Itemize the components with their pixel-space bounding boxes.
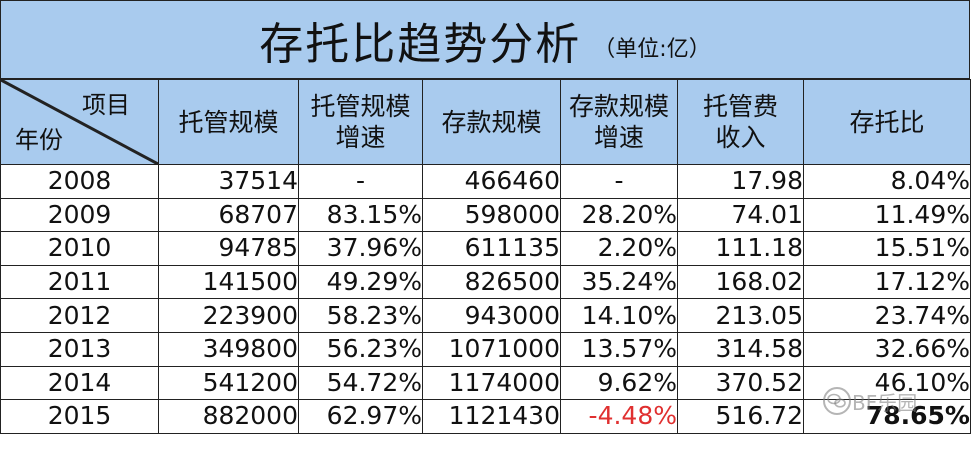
fee-cell: 213.05 xyxy=(677,298,804,333)
header-line: 存托比 xyxy=(849,107,925,137)
custody-cell: 141500 xyxy=(158,264,299,300)
year-cell: 2009 xyxy=(0,197,159,233)
year-cell: 2008 xyxy=(0,164,159,199)
table-row: 2010 94785 37.96% 611135 2.20% 111.18 15… xyxy=(0,231,971,266)
fee-cell: 370.52 xyxy=(677,365,804,401)
deposit-cell: 466460 xyxy=(422,164,561,199)
page-title: 存托比趋势分析 xyxy=(259,18,582,70)
custody-growth-cell: - xyxy=(298,164,423,199)
year-cell: 2012 xyxy=(0,298,159,333)
ratio-cell: 15.51% xyxy=(803,231,971,266)
fee-cell: 74.01 xyxy=(677,197,804,233)
header-line: 收入 xyxy=(715,123,766,152)
deposit-growth-cell: 14.10% xyxy=(560,298,678,333)
deposit-growth-cell: 13.57% xyxy=(560,331,678,367)
custody-cell: 68707 xyxy=(158,197,299,233)
deposit-cell: 1121430 xyxy=(422,399,561,434)
deposit-growth-cell: 2.20% xyxy=(560,231,678,266)
table-row: 2012 223900 58.23% 943000 14.10% 213.05 … xyxy=(0,298,971,333)
deposit-cell: 826500 xyxy=(422,264,561,300)
corner-label-item: 项目 xyxy=(82,91,130,119)
custody-growth-cell: 83.15% xyxy=(298,197,423,233)
unit-label: （单位:亿） xyxy=(593,36,711,62)
deposit-cell: 1174000 xyxy=(422,365,561,401)
fee-cell: 314.58 xyxy=(677,331,804,367)
wechat-logo-icon xyxy=(823,387,851,415)
header-line: 存款规模 xyxy=(441,107,542,137)
deposit-cell: 611135 xyxy=(422,231,561,266)
deposit-cell: 1071000 xyxy=(422,331,561,367)
data-table: 项目 年份 托管规模 托管规模 增速 存款规模 存款规模 增速 托管费 收入 存托比 … xyxy=(0,79,971,434)
table-row: 2013 349800 56.23% 1071000 13.57% 314.58… xyxy=(0,331,971,367)
year-cell: 2011 xyxy=(0,264,159,300)
header-fee: 托管费 收入 xyxy=(677,79,804,165)
ratio-cell: 23.74% xyxy=(803,298,971,333)
ratio-cell: 78.65% xyxy=(803,399,971,434)
fee-cell: 17.98 xyxy=(677,164,804,199)
deposit-growth-cell: 9.62% xyxy=(560,365,678,401)
custody-growth-cell: 58.23% xyxy=(298,298,423,333)
deposit-cell: 598000 xyxy=(422,197,561,233)
year-cell: 2014 xyxy=(0,365,159,401)
table-row: 2008 37514 - 466460 - 17.98 8.04% xyxy=(0,164,971,199)
ratio-cell: 8.04% xyxy=(803,164,971,199)
fee-cell: 168.02 xyxy=(677,264,804,300)
year-cell: 2010 xyxy=(0,231,159,266)
ratio-cell: 32.66% xyxy=(803,331,971,367)
custody-cell: 37514 xyxy=(158,164,299,199)
custody-growth-cell: 54.72% xyxy=(298,365,423,401)
watermark: BF乐园 xyxy=(822,384,942,418)
custody-cell: 541200 xyxy=(158,365,299,401)
table-row: 2011 141500 49.29% 826500 35.24% 168.02 … xyxy=(0,264,971,300)
diagonal-divider xyxy=(1,80,158,164)
year-cell: 2015 xyxy=(0,399,159,434)
header-line: 托管规模 xyxy=(310,92,411,121)
custody-cell: 223900 xyxy=(158,298,299,333)
header-line: 增速 xyxy=(593,123,644,152)
title-bar: 存托比趋势分析 （单位:亿） xyxy=(0,0,970,79)
header-line: 增速 xyxy=(335,123,386,152)
custody-growth-cell: 62.97% xyxy=(298,399,423,434)
header-row: 项目 年份 托管规模 托管规模 增速 存款规模 存款规模 增速 托管费 收入 存托比 xyxy=(0,79,971,165)
header-deposit-growth: 存款规模 增速 xyxy=(560,79,678,165)
header-line: 存款规模 xyxy=(568,92,669,121)
fee-cell: 516.72 xyxy=(677,399,804,434)
deposit-growth-cell: 35.24% xyxy=(560,264,678,300)
ratio-cell: 17.12% xyxy=(803,264,971,300)
deposit-cell: 943000 xyxy=(422,298,561,333)
header-custody: 托管规模 xyxy=(158,79,299,165)
header-ratio: 存托比 xyxy=(803,79,971,165)
year-cell: 2013 xyxy=(0,331,159,367)
custody-cell: 349800 xyxy=(158,331,299,367)
ratio-cell: 11.49% xyxy=(803,197,971,233)
fee-cell: 111.18 xyxy=(677,231,804,266)
header-line: 托管规模 xyxy=(178,107,279,137)
table-row: 2015 882000 62.97% 1121430 -4.48% 516.72… xyxy=(0,399,971,434)
table-row: 2014 541200 54.72% 1174000 9.62% 370.52 … xyxy=(0,365,971,401)
corner-label-year: 年份 xyxy=(15,126,63,154)
header-custody-growth: 托管规模 增速 xyxy=(298,79,423,165)
deposit-growth-cell: -4.48% xyxy=(560,399,678,434)
ratio-cell: 46.10% xyxy=(803,365,971,401)
table-row: 2009 68707 83.15% 598000 28.20% 74.01 11… xyxy=(0,197,971,233)
header-line: 托管费 xyxy=(702,92,778,121)
custody-growth-cell: 37.96% xyxy=(298,231,423,266)
corner-header-cell: 项目 年份 xyxy=(0,79,159,165)
custody-growth-cell: 49.29% xyxy=(298,264,423,300)
custody-growth-cell: 56.23% xyxy=(298,331,423,367)
watermark-text: BF乐园 xyxy=(852,390,918,415)
deposit-growth-cell: - xyxy=(560,164,678,199)
custody-cell: 94785 xyxy=(158,231,299,266)
deposit-growth-cell: 28.20% xyxy=(560,197,678,233)
custody-cell: 882000 xyxy=(158,399,299,434)
header-deposit: 存款规模 xyxy=(422,79,561,165)
